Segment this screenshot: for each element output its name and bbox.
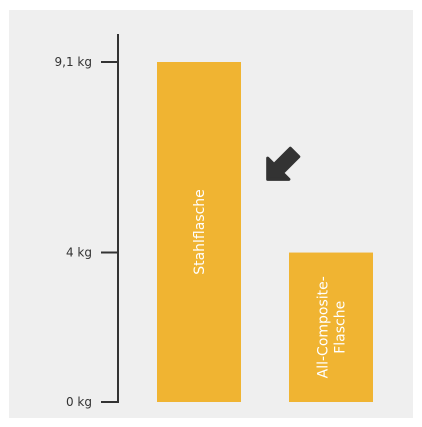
bar-label-1: Stahlflasche	[192, 189, 208, 275]
bar-label-line: Stahlflasche	[192, 189, 208, 275]
down-arrow-icon	[266, 146, 301, 181]
bar-label-line: All-Composite-	[316, 276, 332, 378]
bar-2	[289, 252, 373, 402]
bar-label-line: Flasche	[333, 301, 349, 354]
bar-1	[157, 62, 241, 402]
bar-label-2: All-Composite-Flasche	[316, 276, 349, 378]
y-tick-label: 0 kg	[66, 395, 92, 409]
y-axis-ticks: 0 kg 4 kg 9,1 kg	[55, 55, 118, 409]
y-tick-label: 9,1 kg	[55, 55, 92, 69]
bars: Stahlflasche All-Composite-Flasche	[157, 62, 373, 402]
y-tick-label: 4 kg	[66, 246, 92, 260]
